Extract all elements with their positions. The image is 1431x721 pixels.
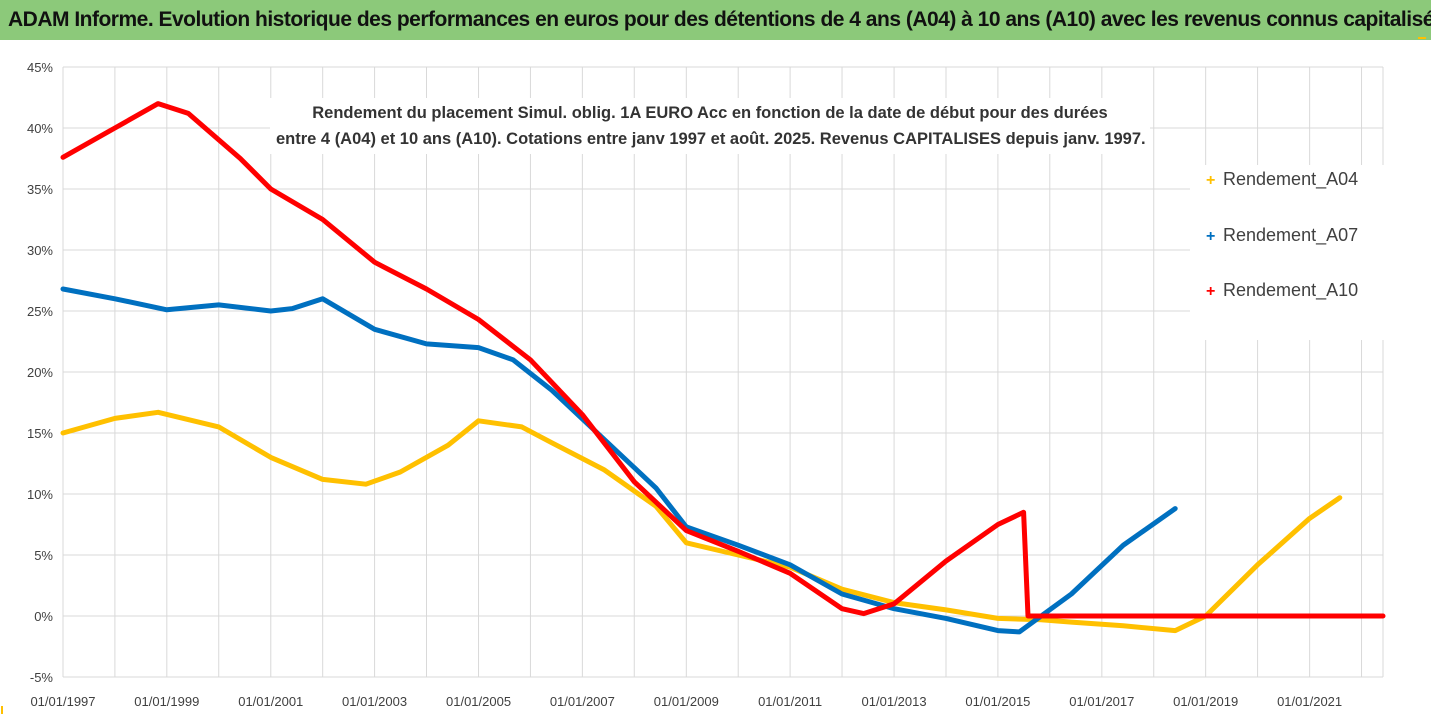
- chart-title: Rendement du placement Simul. oblig. 1A …: [270, 98, 1150, 154]
- y-tick-label: 35%: [27, 182, 53, 197]
- x-tick-label: 01/01/2013: [862, 694, 927, 709]
- legend-item-a04: + Rendement_A04: [1206, 167, 1358, 191]
- legend-marker-a04: +: [1206, 172, 1216, 189]
- series-line-rendement-a04: [60, 409, 1343, 634]
- y-tick-label: 25%: [27, 304, 53, 319]
- legend-marker-a07: +: [1206, 228, 1216, 245]
- y-tick-label: -5%: [30, 670, 54, 685]
- chart-title-line-1: Rendement du placement Simul. oblig. 1A …: [312, 104, 1108, 122]
- series-line-rendement-a10: [60, 101, 1386, 619]
- legend-label-a10: Rendement_A10: [1223, 280, 1359, 300]
- corner-bracket-bottom-right: [1416, 704, 1426, 714]
- y-tick-label: 30%: [27, 243, 53, 258]
- y-gridlines: [63, 66, 1383, 678]
- x-tick-label: 01/01/2001: [238, 694, 303, 709]
- legend-item-a07: + Rendement_A07: [1206, 223, 1358, 247]
- x-tick-label: 01/01/2021: [1277, 694, 1342, 709]
- x-tick-label: 01/01/2009: [654, 694, 719, 709]
- y-tick-label: 0%: [34, 609, 53, 624]
- x-tick-label: 01/01/1997: [30, 694, 95, 709]
- legend-marker-a10: +: [1206, 283, 1216, 300]
- x-tick-label: 01/01/2019: [1173, 694, 1238, 709]
- y-tick-label: 15%: [27, 426, 53, 441]
- legend: + Rendement_A04 + Rendement_A07 + Rendem…: [1190, 165, 1390, 340]
- legend-label-a04: Rendement_A04: [1223, 169, 1359, 189]
- x-gridlines: [62, 67, 1384, 677]
- x-tick-label: 01/01/1999: [134, 694, 199, 709]
- x-tick-label: 01/01/2017: [1069, 694, 1134, 709]
- y-axis-tick-labels: -5% 0% 5% 10% 15% 20% 25% 30% 35% 40% 45%: [27, 60, 53, 685]
- x-tick-label: 01/01/2005: [446, 694, 511, 709]
- series-lines: [60, 101, 1386, 635]
- legend-label-a07: Rendement_A07: [1223, 225, 1359, 245]
- chart-area: -5% 0% 5% 10% 15% 20% 25% 30% 35% 40% 45% 01/01/19…: [0, 37, 1431, 721]
- y-tick-label: 5%: [34, 548, 53, 563]
- x-tick-label: 01/01/2003: [342, 694, 407, 709]
- corner-bracket-top-right: [1418, 37, 1426, 39]
- y-tick-label: 10%: [27, 487, 53, 502]
- legend-item-a10: + Rendement_A10: [1206, 278, 1358, 302]
- chart-svg: -5% 0% 5% 10% 15% 20% 25% 30% 35% 40% 45% 01/01/19…: [27, 60, 1386, 709]
- chart-title-line-2: entre 4 (A04) et 10 ans (A10). Cotations…: [276, 130, 1146, 148]
- y-tick-label: 45%: [27, 60, 53, 75]
- x-tick-label: 01/01/2007: [550, 694, 615, 709]
- x-axis-tick-labels: 01/01/1997 01/01/1999 01/01/2001 01/01/2003…: [30, 694, 1342, 709]
- x-tick-label: 01/01/2015: [965, 694, 1030, 709]
- y-tick-label: 20%: [27, 365, 53, 380]
- x-tick-label: 01/01/2011: [758, 694, 822, 709]
- report-header: ADAM Informe. Evolution historique des p…: [0, 0, 1431, 40]
- corner-bracket-bottom-left: [1, 706, 3, 714]
- y-tick-label: 40%: [27, 121, 53, 136]
